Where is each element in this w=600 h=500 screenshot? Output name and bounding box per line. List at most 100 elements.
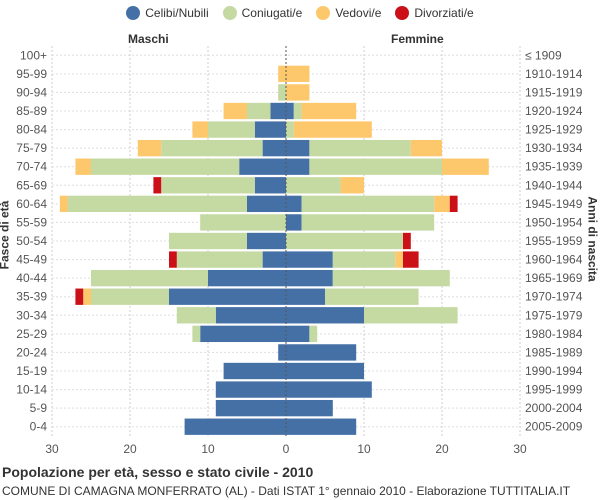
age-group-label: 40-44 [16, 271, 47, 285]
age-group-label: 25-29 [16, 327, 47, 341]
legend-label-celibi: Celibi/Nubili [145, 6, 209, 20]
bar-female-coniugati-e [293, 102, 302, 120]
birth-year-label: 2005-2009 [525, 420, 583, 434]
age-group-label: 10-14 [16, 383, 47, 397]
bar-female-coniugati-e [325, 288, 419, 305]
birth-year-label: 1970-1974 [525, 290, 583, 304]
legend: Celibi/Nubili Coniugati/e Vedovi/e Divor… [0, 6, 600, 20]
birth-year-label: 1930-1934 [525, 141, 583, 155]
age-group-label: 55-59 [16, 215, 47, 229]
age-group-label: 15-19 [16, 364, 47, 378]
bar-male-coniugati-e [176, 251, 263, 268]
bar-female-divorziati-e [403, 251, 419, 268]
legend-label-vedovi: Vedovi/e [335, 6, 382, 20]
bar-male-coniugati-e [169, 232, 247, 250]
age-group-label: 90-94 [16, 85, 47, 99]
bar-male-celibi-nubili [239, 158, 286, 175]
bar-female-celibi-nubili [286, 269, 333, 287]
bar-female-vedovi-e [293, 121, 372, 138]
birth-year-label: 1985-1989 [525, 345, 583, 359]
bar-female-celibi-nubili [286, 307, 364, 324]
bar-male-coniugati-e [161, 177, 255, 194]
legend-item-vedovi[interactable]: Vedovi/e [316, 6, 381, 20]
bar-female-celibi-nubili [286, 251, 333, 268]
age-group-label: 45-49 [16, 253, 47, 267]
bar-female-vedovi-e [286, 84, 310, 101]
legend-swatch-vedovi [316, 6, 331, 20]
bar-male-coniugati-e [91, 288, 169, 305]
legend-swatch-coniugati [222, 6, 237, 20]
age-group-label: 0-4 [30, 420, 48, 434]
birth-year-label: 1990-1994 [525, 364, 583, 378]
legend-item-divorziati[interactable]: Divorziati/e [395, 6, 474, 20]
bar-female-coniugati-e [364, 307, 458, 324]
bar-male-divorziati-e [153, 177, 162, 194]
bar-female-coniugati-e [332, 269, 450, 287]
females-side-label: Femmine [391, 32, 444, 46]
birth-year-label: 1965-1969 [525, 271, 583, 285]
bar-male-celibi-nubili [254, 121, 286, 138]
bar-male-vedovi-e [137, 139, 162, 157]
birth-year-label: 1940-1944 [525, 178, 583, 192]
bar-male-celibi-nubili [215, 381, 286, 398]
bar-female-celibi-nubili [286, 362, 364, 380]
bar-female-celibi-nubili [286, 288, 325, 305]
bar-female-vedovi-e [286, 65, 310, 83]
birth-year-label: 1925-1929 [525, 123, 583, 137]
bar-female-vedovi-e [434, 195, 450, 213]
x-tick-label: 30 [45, 442, 59, 456]
birth-year-label: 2000-2004 [525, 401, 583, 415]
bar-male-coniugati-e [161, 139, 263, 157]
age-group-label: 70-74 [16, 160, 47, 174]
bar-female-divorziati-e [449, 195, 458, 213]
bar-female-celibi-nubili [286, 214, 302, 231]
bar-male-celibi-nubili [270, 102, 286, 120]
legend-label-coniugati: Coniugati/e [241, 6, 303, 20]
birth-year-label: 1945-1949 [525, 197, 583, 211]
population-pyramid-chart: 30 20 10 0 10 20 30 100+ ≤ 1909 95-99 1910-1914 90-… [16, 46, 583, 456]
bar-female-celibi-nubili [286, 139, 310, 157]
x-tick-label: 20 [435, 442, 449, 456]
chart-subtitle: COMUNE DI CAMAGNA MONFERRATO (AL) - Dati… [2, 484, 571, 498]
bar-female-celibi-nubili [286, 158, 310, 175]
age-group-label: 80-84 [16, 123, 47, 137]
legend-item-celibi[interactable]: Celibi/Nubili [126, 6, 209, 20]
bar-female-celibi-nubili [286, 102, 294, 120]
bar-female-coniugati-e [309, 158, 442, 175]
bar-female-coniugati-e [301, 214, 435, 231]
males-side-label: Maschi [128, 32, 169, 46]
bar-male-coniugati-e [278, 84, 286, 101]
legend-swatch-divorziati [395, 6, 410, 20]
bar-male-celibi-nubili [254, 177, 286, 194]
bar-male-coniugati-e [176, 307, 216, 324]
bar-male-celibi-nubili [247, 195, 286, 213]
bar-female-coniugati-e [332, 251, 396, 268]
bar-female-celibi-nubili [286, 399, 333, 417]
birth-year-label: 1960-1964 [525, 253, 583, 267]
birth-year-label: 1910-1914 [525, 67, 583, 81]
bar-male-celibi-nubili [278, 344, 286, 361]
legend-item-coniugati[interactable]: Coniugati/e [222, 6, 303, 20]
x-tick-label: 20 [123, 442, 137, 456]
bar-female-vedovi-e [301, 102, 357, 120]
legend-swatch-celibi [126, 6, 141, 20]
bar-female-coniugati-e [286, 121, 294, 138]
birth-year-label: 1975-1979 [525, 308, 583, 322]
age-group-label: 100+ [20, 48, 47, 62]
bar-male-celibi-nubili [247, 232, 286, 250]
age-group-label: 95-99 [16, 67, 47, 81]
bar-male-coniugati-e [67, 195, 247, 213]
age-group-label: 75-79 [16, 141, 47, 155]
bar-male-vedovi-e [83, 288, 91, 305]
bar-male-vedovi-e [278, 65, 286, 83]
bar-male-celibi-nubili [169, 288, 286, 305]
bar-female-celibi-nubili [286, 381, 372, 398]
bar-male-celibi-nubili [223, 362, 286, 380]
bar-male-celibi-nubili [215, 307, 286, 324]
age-group-label: 50-54 [16, 234, 47, 248]
birth-year-label: 1920-1924 [525, 104, 583, 118]
bar-female-coniugati-e [301, 195, 435, 213]
bar-male-divorziati-e [75, 288, 84, 305]
bar-male-celibi-nubili [262, 139, 286, 157]
age-group-label: 5-9 [30, 401, 48, 415]
